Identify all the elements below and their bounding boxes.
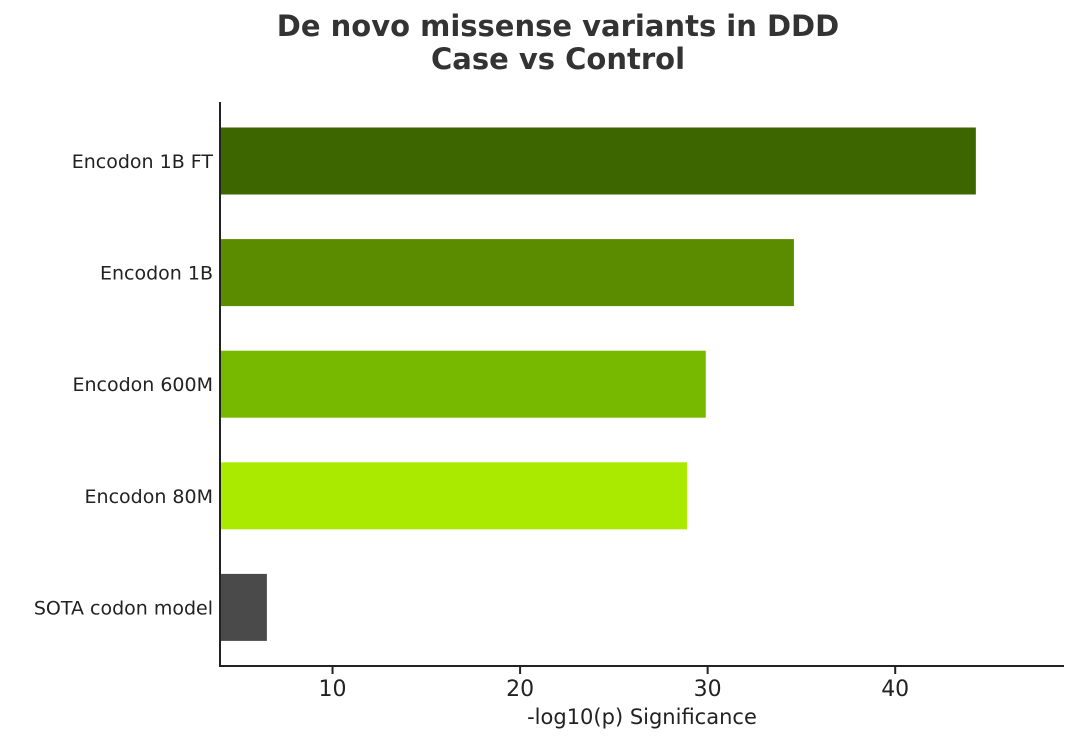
category-label-encodon-80m: Encodon 80M (85, 486, 213, 508)
bar-encodon-1b-ft (220, 127, 976, 195)
category-labels-group: Encodon 1B FT Encodon 1B Encodon 600M Encod… (34, 151, 214, 619)
chart-title: De novo missense variants in DDD Case vs… (0, 10, 1080, 76)
chart-title-line-1: De novo missense variants in DDD (276, 9, 840, 43)
bar-encodon-600m (220, 350, 706, 418)
bar-encodon-1b (220, 239, 794, 307)
x-ticks-group: 10 20 30 40 (319, 666, 909, 702)
x-tick-label-30: 30 (694, 677, 722, 702)
x-tick-label-10: 10 (319, 677, 347, 702)
x-axis-title: -log10(p) Significance (527, 705, 757, 729)
chart-title-line-2: Case vs Control (430, 42, 686, 76)
x-tick-label-40: 40 (881, 677, 909, 702)
category-label-encodon-1b: Encodon 1B (100, 263, 213, 285)
bar-sota-codon-model (220, 573, 267, 641)
category-label-encodon-1b-ft: Encodon 1B FT (72, 151, 214, 173)
category-label-sota-codon-model: SOTA codon model (34, 597, 213, 619)
category-label-encodon-600m: Encodon 600M (72, 374, 213, 396)
bar-encodon-80m (220, 462, 688, 530)
bars-group (220, 127, 976, 641)
x-tick-label-20: 20 (506, 677, 534, 702)
